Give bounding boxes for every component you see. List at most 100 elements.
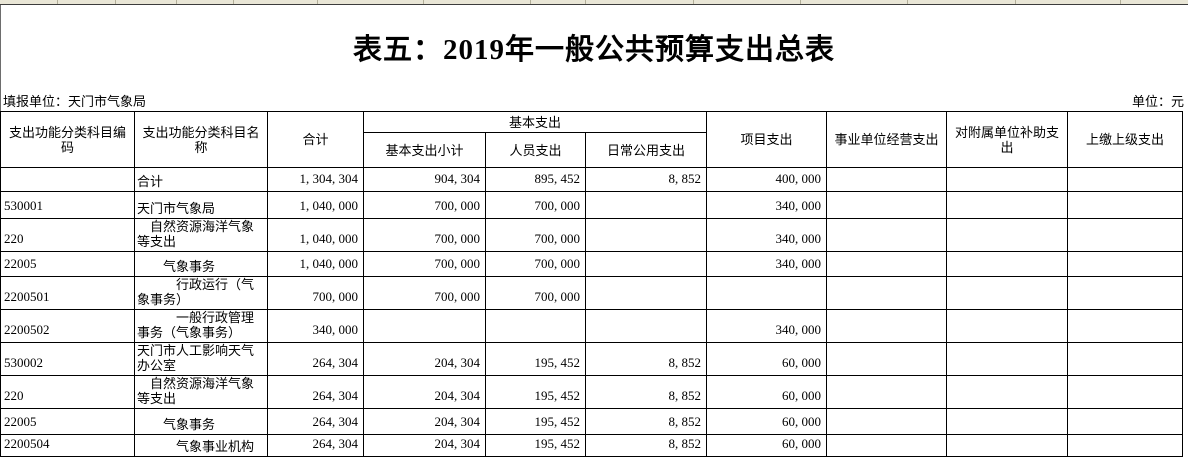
cell-subsidy-affiliated[interactable] [946, 434, 1069, 457]
cell-subsidy-affiliated[interactable] [946, 251, 1069, 277]
cell-basic-subtotal[interactable]: 700, 000 [363, 251, 486, 277]
cell-total[interactable]: 264, 304 [267, 434, 364, 457]
cell-daily-public[interactable] [584, 276, 708, 310]
cell-personnel[interactable]: 195, 452 [485, 375, 586, 409]
cell-basic-subtotal[interactable]: 700, 000 [363, 191, 486, 219]
cell-code[interactable]: 22005 [0, 251, 135, 277]
cell-business-operation[interactable] [826, 251, 948, 277]
cell-daily-public[interactable]: 8, 852 [584, 167, 708, 192]
cell-project[interactable]: 60, 000 [706, 342, 828, 376]
header-cell-basic-subtotal[interactable]: 基本支出小计 [363, 132, 486, 168]
cell-personnel[interactable]: 195, 452 [485, 342, 586, 376]
cell-remit-superior[interactable] [1067, 375, 1184, 409]
cell-code[interactable] [0, 167, 135, 192]
cell-project[interactable] [706, 276, 828, 310]
cell-personnel[interactable]: 700, 000 [485, 251, 586, 277]
cell-name[interactable]: 气象事业机构 [134, 434, 268, 457]
cell-daily-public[interactable]: 8, 852 [584, 434, 708, 457]
cell-total[interactable]: 1, 040, 000 [267, 218, 364, 252]
cell-total[interactable]: 340, 000 [267, 309, 364, 343]
cell-business-operation[interactable] [826, 309, 948, 343]
cell-daily-public[interactable]: 8, 852 [584, 342, 708, 376]
cell-code[interactable]: 530001 [0, 191, 135, 219]
cell-total[interactable]: 1, 040, 000 [267, 191, 364, 219]
cell-project[interactable]: 340, 000 [706, 309, 828, 343]
cell-remit-superior[interactable] [1067, 191, 1184, 219]
cell-personnel[interactable]: 195, 452 [485, 408, 586, 435]
cell-daily-public[interactable] [584, 191, 708, 219]
cell-code[interactable]: 530002 [0, 342, 135, 376]
cell-total[interactable]: 264, 304 [267, 408, 364, 435]
cell-daily-public[interactable]: 8, 852 [584, 375, 708, 409]
cell-business-operation[interactable] [826, 375, 948, 409]
cell-project[interactable]: 400, 000 [706, 167, 828, 192]
cell-basic-subtotal[interactable]: 700, 000 [363, 218, 486, 252]
cell-personnel[interactable]: 700, 000 [485, 191, 586, 219]
cell-project[interactable]: 340, 000 [706, 251, 828, 277]
cell-remit-superior[interactable] [1067, 167, 1184, 192]
cell-personnel[interactable]: 700, 000 [485, 218, 586, 252]
header-cell-name[interactable]: 支出功能分类科目名称 [134, 111, 268, 168]
cell-name[interactable]: 天门市人工影响天气办公室 [134, 342, 268, 376]
cell-remit-superior[interactable] [1067, 218, 1184, 252]
cell-remit-superior[interactable] [1067, 309, 1184, 343]
cell-basic-subtotal[interactable]: 204, 304 [363, 408, 486, 435]
cell-name[interactable]: 一般行政管理事务（气象事务） [134, 309, 268, 343]
cell-basic-subtotal[interactable]: 204, 304 [363, 375, 486, 409]
cell-total[interactable]: 700, 000 [267, 276, 364, 310]
cell-personnel[interactable]: 895, 452 [485, 167, 586, 192]
cell-name[interactable]: 天门市气象局 [134, 191, 268, 219]
cell-name[interactable]: 行政运行（气象事务） [134, 276, 268, 310]
cell-business-operation[interactable] [826, 167, 948, 192]
cell-daily-public[interactable] [584, 251, 708, 277]
cell-subsidy-affiliated[interactable] [946, 276, 1069, 310]
cell-basic-subtotal[interactable]: 204, 304 [363, 434, 486, 457]
cell-basic-subtotal[interactable]: 204, 304 [363, 342, 486, 376]
cell-name[interactable]: 气象事务 [134, 408, 268, 435]
cell-subsidy-affiliated[interactable] [946, 375, 1069, 409]
cell-project[interactable]: 340, 000 [706, 218, 828, 252]
cell-remit-superior[interactable] [1067, 251, 1184, 277]
header-cell-basic-group[interactable]: 基本支出 [362, 111, 708, 133]
cell-business-operation[interactable] [826, 191, 948, 219]
cell-subsidy-affiliated[interactable] [946, 218, 1069, 252]
cell-personnel[interactable] [485, 309, 586, 343]
cell-remit-superior[interactable] [1067, 276, 1184, 310]
cell-daily-public[interactable]: 8, 852 [584, 408, 708, 435]
cell-remit-superior[interactable] [1067, 434, 1184, 457]
cell-total[interactable]: 1, 304, 304 [267, 167, 364, 192]
cell-code[interactable]: 2200501 [0, 276, 135, 310]
cell-subsidy-affiliated[interactable] [946, 342, 1069, 376]
cell-personnel[interactable]: 700, 000 [485, 276, 586, 310]
cell-business-operation[interactable] [826, 276, 948, 310]
cell-name[interactable]: 自然资源海洋气象等支出 [134, 218, 268, 252]
cell-name[interactable]: 合计 [134, 167, 268, 192]
cell-basic-subtotal[interactable]: 904, 304 [363, 167, 486, 192]
cell-total[interactable]: 264, 304 [267, 342, 364, 376]
header-cell-remit-superior[interactable]: 上缴上级支出 [1067, 111, 1184, 168]
cell-basic-subtotal[interactable] [363, 309, 486, 343]
header-cell-business-operation[interactable]: 事业单位经营支出 [826, 111, 948, 168]
header-cell-total[interactable]: 合计 [267, 111, 364, 168]
cell-name[interactable]: 气象事务 [134, 251, 268, 277]
cell-name[interactable]: 自然资源海洋气象等支出 [134, 375, 268, 409]
cell-basic-subtotal[interactable]: 700, 000 [363, 276, 486, 310]
cell-code[interactable]: 220 [0, 218, 135, 252]
cell-project[interactable]: 340, 000 [706, 191, 828, 219]
cell-business-operation[interactable] [826, 434, 948, 457]
cell-subsidy-affiliated[interactable] [946, 191, 1069, 219]
header-cell-daily-public[interactable]: 日常公用支出 [584, 132, 708, 168]
cell-project[interactable]: 60, 000 [706, 434, 828, 457]
cell-remit-superior[interactable] [1067, 408, 1184, 435]
cell-project[interactable]: 60, 000 [706, 375, 828, 409]
cell-code[interactable]: 22005 [0, 408, 135, 435]
cell-project[interactable]: 60, 000 [706, 408, 828, 435]
header-cell-project[interactable]: 项目支出 [706, 111, 828, 168]
cell-code[interactable]: 2200504 [0, 434, 135, 457]
header-cell-code[interactable]: 支出功能分类科目编码 [0, 111, 135, 168]
cell-subsidy-affiliated[interactable] [946, 408, 1069, 435]
cell-code[interactable]: 2200502 [0, 309, 135, 343]
cell-remit-superior[interactable] [1067, 342, 1184, 376]
cell-business-operation[interactable] [826, 408, 948, 435]
cell-subsidy-affiliated[interactable] [946, 309, 1069, 343]
